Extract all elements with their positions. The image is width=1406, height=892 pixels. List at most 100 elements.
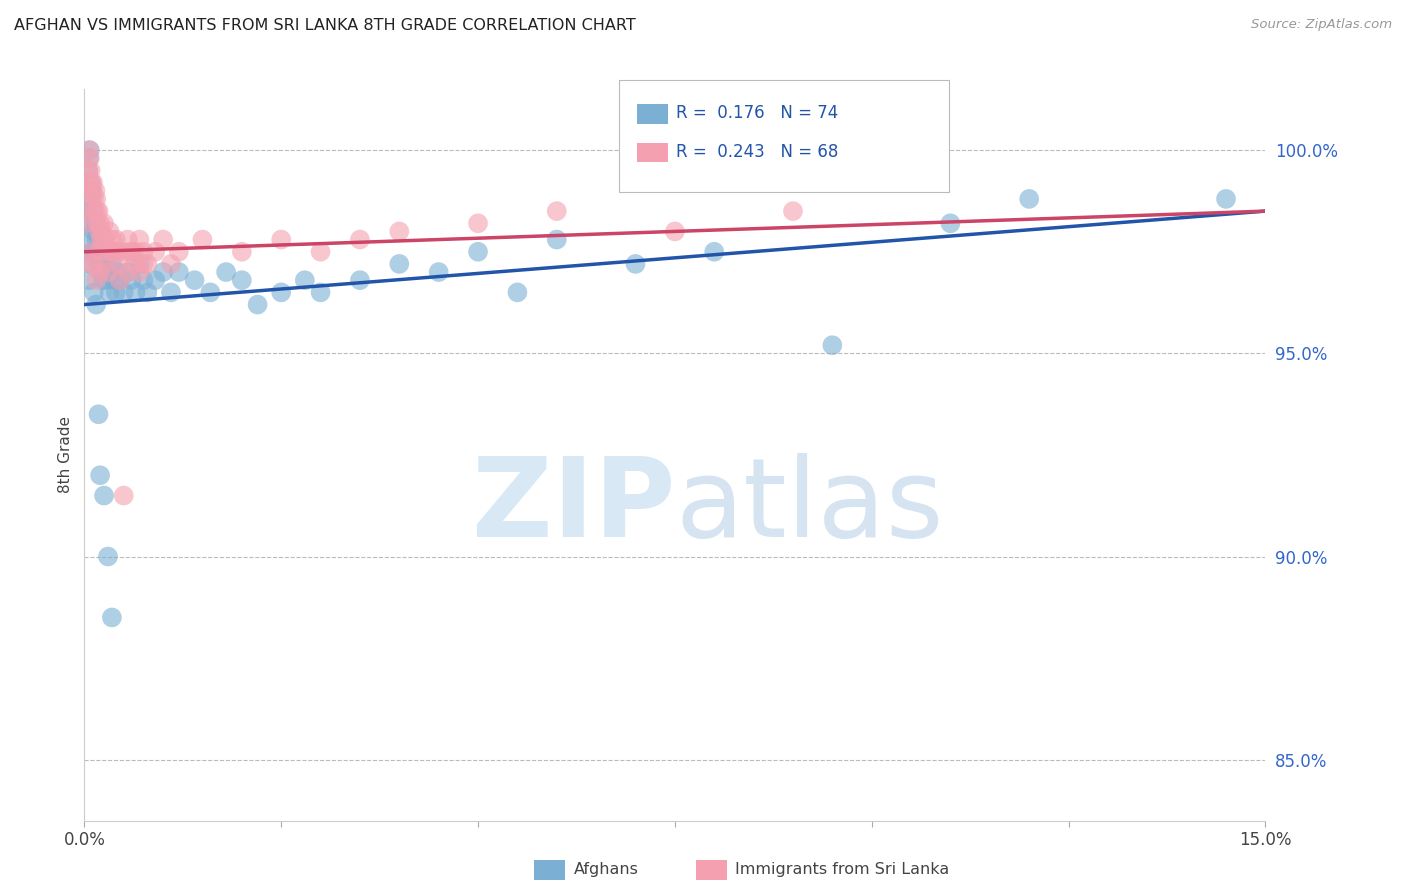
Point	[97, 265, 120, 279]
Point	[84, 184, 107, 198]
Point	[104, 233, 127, 247]
Point	[83, 224, 105, 238]
Point	[121, 244, 143, 259]
Point	[782, 204, 804, 219]
Point	[124, 244, 146, 259]
Text: atlas: atlas	[675, 452, 943, 559]
Point	[1018, 192, 1040, 206]
Point	[79, 257, 101, 271]
Point	[97, 265, 120, 279]
Point	[136, 257, 159, 271]
Point	[546, 233, 568, 247]
Point	[83, 192, 105, 206]
Point	[506, 285, 529, 300]
Point	[77, 163, 100, 178]
Text: AFGHAN VS IMMIGRANTS FROM SRI LANKA 8TH GRADE CORRELATION CHART: AFGHAN VS IMMIGRANTS FROM SRI LANKA 8TH …	[14, 18, 636, 33]
Point	[664, 224, 686, 238]
Point	[76, 184, 98, 198]
Point	[89, 244, 111, 259]
Point	[79, 163, 101, 178]
Point	[160, 257, 183, 271]
Point	[87, 204, 110, 219]
Point	[86, 204, 108, 219]
Point	[624, 257, 647, 271]
Point	[349, 233, 371, 247]
Point	[231, 244, 253, 259]
Point	[90, 233, 112, 247]
Point	[97, 549, 120, 564]
Point	[546, 204, 568, 219]
Point	[152, 233, 174, 247]
Point	[98, 285, 121, 300]
Point	[87, 244, 110, 259]
Point	[128, 265, 150, 279]
Point	[79, 151, 101, 165]
Point	[94, 257, 117, 271]
Point	[93, 489, 115, 503]
Point	[467, 244, 489, 259]
Text: R =  0.243   N = 68: R = 0.243 N = 68	[676, 143, 838, 161]
Point	[703, 244, 725, 259]
Point	[86, 244, 108, 259]
Point	[87, 224, 110, 238]
Point	[87, 407, 110, 421]
Point	[89, 233, 111, 247]
Point	[132, 273, 155, 287]
Point	[96, 273, 118, 287]
Point	[84, 216, 107, 230]
Point	[183, 273, 205, 287]
Point	[160, 285, 183, 300]
Point	[83, 244, 105, 259]
Point	[191, 233, 214, 247]
Point	[77, 273, 100, 287]
Point	[104, 285, 127, 300]
Point	[121, 244, 143, 259]
Point	[76, 204, 98, 219]
Point	[136, 285, 159, 300]
Point	[75, 233, 97, 247]
Point	[124, 257, 146, 271]
Point	[90, 224, 112, 238]
Point	[167, 244, 190, 259]
Point	[117, 233, 139, 247]
Point	[77, 151, 100, 165]
Point	[94, 233, 117, 247]
Point	[76, 216, 98, 230]
Point	[82, 244, 104, 259]
Point	[107, 244, 129, 259]
Point	[82, 184, 104, 198]
Point	[80, 176, 103, 190]
Point	[91, 233, 114, 247]
Point	[388, 257, 411, 271]
Point	[87, 257, 110, 271]
Point	[101, 257, 124, 271]
Point	[84, 273, 107, 287]
Point	[82, 176, 104, 190]
Point	[112, 489, 135, 503]
Point	[79, 257, 101, 271]
Point	[82, 244, 104, 259]
Point	[103, 244, 125, 259]
Point	[152, 265, 174, 279]
Point	[77, 163, 100, 178]
Point	[89, 216, 111, 230]
Point	[128, 233, 150, 247]
Point	[90, 265, 112, 279]
Point	[98, 224, 121, 238]
Point	[77, 143, 100, 157]
Point	[93, 244, 115, 259]
Point	[91, 257, 114, 271]
Point	[112, 244, 135, 259]
Point	[349, 273, 371, 287]
Point	[167, 265, 190, 279]
Point	[82, 204, 104, 219]
Point	[427, 265, 450, 279]
Text: R =  0.176   N = 74: R = 0.176 N = 74	[676, 104, 838, 122]
Point	[84, 233, 107, 247]
Point	[89, 468, 111, 483]
Point	[89, 224, 111, 238]
Point	[101, 233, 124, 247]
Point	[83, 257, 105, 271]
Point	[246, 297, 269, 311]
Point	[108, 257, 131, 271]
